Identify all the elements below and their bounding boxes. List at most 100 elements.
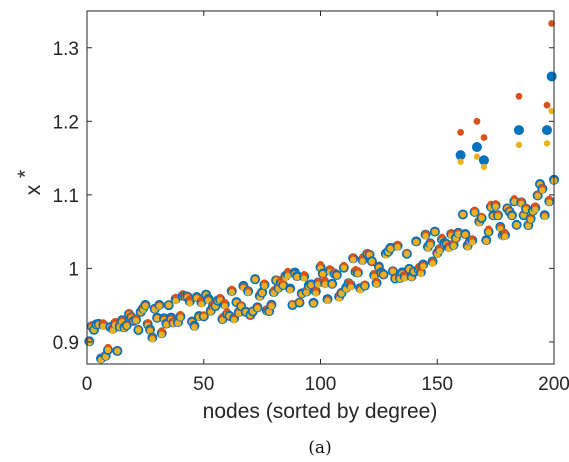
y-tick-label: 1.3 — [53, 39, 79, 60]
point-orange — [473, 117, 481, 125]
point-yellow — [539, 187, 546, 194]
point-yellow — [328, 280, 336, 288]
y-tick-label: 1 — [68, 259, 79, 280]
point-yellow — [478, 214, 485, 222]
point-yellow — [501, 233, 509, 240]
figure-caption: (a) — [308, 438, 331, 458]
point-yellow — [135, 326, 142, 334]
point-blue — [455, 150, 466, 161]
data-points-layer — [84, 20, 559, 364]
point-yellow — [109, 327, 116, 334]
x-axis-label: nodes (sorted by degree) — [203, 400, 438, 423]
point-yellow — [389, 268, 397, 275]
point-yellow — [230, 316, 238, 324]
point-orange — [186, 295, 194, 303]
point-yellow — [541, 213, 548, 220]
point-blue — [513, 125, 524, 136]
point-yellow — [354, 270, 362, 277]
point-yellow — [494, 212, 502, 220]
point-yellow — [457, 158, 464, 165]
point-yellow — [174, 319, 182, 327]
point-yellow — [515, 141, 523, 149]
x-tick-label: 200 — [538, 374, 569, 395]
point-yellow — [455, 231, 462, 238]
point-yellow — [251, 276, 259, 283]
point-yellow — [401, 274, 408, 282]
point-blue — [478, 155, 489, 166]
point-yellow — [480, 163, 488, 171]
point-yellow — [303, 289, 310, 296]
point-yellow — [513, 221, 520, 229]
point-blue — [471, 142, 482, 153]
x-axis-ticks: 0 50 100 150 200 — [82, 11, 569, 395]
point-orange — [480, 134, 488, 141]
point-yellow — [153, 315, 161, 322]
point-blue — [546, 71, 557, 82]
point-yellow — [219, 316, 226, 324]
point-yellow — [469, 239, 476, 246]
point-yellow — [359, 258, 366, 265]
point-yellow — [221, 302, 228, 310]
point-yellow — [132, 317, 140, 324]
point-yellow — [473, 153, 481, 160]
point-yellow — [532, 206, 539, 213]
point-yellow — [483, 237, 490, 245]
point-yellow — [254, 305, 261, 312]
point-yellow — [546, 199, 553, 206]
point-yellow — [198, 301, 205, 308]
x-tick-label: 0 — [82, 374, 93, 395]
point-yellow — [492, 203, 499, 210]
point-yellow — [319, 270, 327, 278]
point-yellow — [459, 211, 467, 218]
point-yellow — [300, 275, 308, 282]
point-yellow — [149, 336, 156, 343]
point-yellow — [191, 324, 198, 331]
point-yellow — [422, 233, 429, 240]
point-yellow — [172, 297, 179, 305]
point-yellow — [235, 310, 242, 317]
point-yellow — [200, 313, 207, 320]
point-yellow — [349, 256, 357, 263]
point-orange — [284, 267, 292, 275]
point-yellow — [368, 258, 376, 265]
point-orange — [543, 101, 551, 109]
point-yellow — [163, 321, 170, 328]
point-yellow — [314, 281, 322, 288]
point-yellow — [142, 302, 149, 310]
point-yellow — [102, 353, 109, 361]
point-yellow — [548, 107, 555, 115]
point-yellow — [265, 308, 273, 315]
point-yellow — [485, 229, 492, 236]
point-yellow — [123, 322, 130, 330]
point-yellow — [543, 140, 551, 147]
point-yellow — [284, 272, 292, 280]
point-yellow — [333, 272, 341, 279]
point-yellow — [525, 222, 532, 230]
x-tick-label: 100 — [305, 374, 337, 395]
point-orange — [548, 20, 556, 27]
y-tick-label: 1.1 — [53, 186, 79, 207]
point-yellow — [387, 245, 394, 253]
x-tick-label: 50 — [193, 374, 214, 395]
point-yellow — [156, 302, 163, 310]
point-yellow — [340, 264, 348, 272]
point-yellow — [361, 282, 369, 290]
x-tick-label: 150 — [421, 374, 453, 395]
point-yellow — [307, 281, 315, 289]
point-yellow — [450, 242, 457, 250]
point-yellow — [520, 212, 527, 219]
point-yellow — [427, 241, 434, 249]
y-axis-label: x — [22, 184, 45, 195]
point-yellow — [114, 348, 121, 355]
point-orange — [457, 128, 464, 136]
point-yellow — [373, 281, 380, 288]
point-yellow — [286, 286, 294, 294]
point-yellow — [511, 198, 518, 206]
point-yellow — [261, 282, 268, 290]
point-yellow — [310, 300, 317, 307]
point-yellow — [403, 250, 411, 258]
point-yellow — [228, 289, 235, 296]
point-yellow — [312, 290, 320, 297]
y-axis-ticks: 0.9 1 1.1 1.2 1.3 — [53, 39, 554, 354]
